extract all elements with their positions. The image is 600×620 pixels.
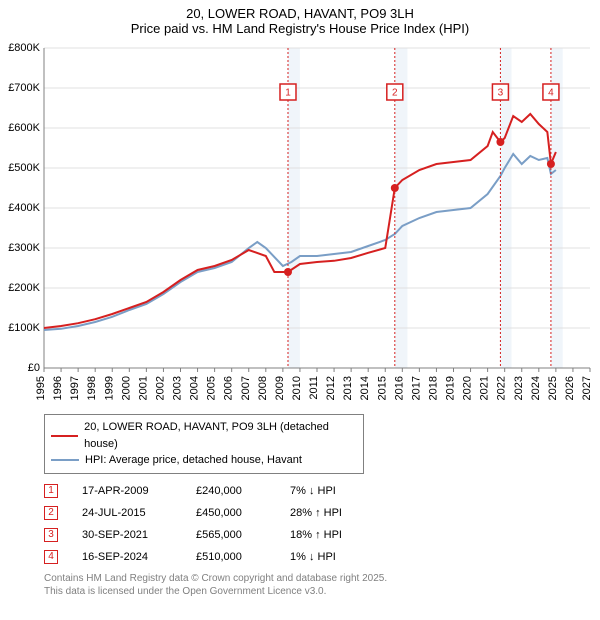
svg-text:1995: 1995	[35, 376, 47, 400]
marker-badge: 4	[44, 550, 58, 564]
svg-text:£800K: £800K	[8, 42, 40, 54]
table-row: 4 16-SEP-2024 £510,000 1% ↓ HPI	[44, 546, 590, 568]
svg-text:2026: 2026	[564, 376, 576, 400]
svg-text:2004: 2004	[189, 376, 201, 400]
footer-line: Contains HM Land Registry data © Crown c…	[44, 572, 590, 585]
svg-text:2002: 2002	[154, 376, 166, 400]
trans-price: £450,000	[196, 502, 266, 524]
svg-text:2009: 2009	[274, 376, 286, 400]
svg-text:2005: 2005	[206, 376, 218, 400]
transactions-table: 1 17-APR-2009 £240,000 7% ↓ HPI 2 24-JUL…	[44, 480, 590, 568]
svg-text:4: 4	[548, 88, 554, 99]
svg-text:2001: 2001	[137, 376, 149, 400]
title-address: 20, LOWER ROAD, HAVANT, PO9 3LH	[0, 6, 600, 21]
svg-text:2023: 2023	[513, 376, 525, 400]
chart-area: £0 £100K £200K £300K £400K £500K £600K £700K £80…	[0, 38, 600, 410]
svg-text:2000: 2000	[120, 376, 132, 400]
trans-diff: 28% ↑ HPI	[290, 502, 370, 524]
legend-swatch	[51, 435, 78, 437]
svg-text:2022: 2022	[496, 376, 508, 400]
trans-price: £240,000	[196, 480, 266, 502]
legend-swatch	[51, 459, 79, 461]
svg-text:2018: 2018	[427, 376, 439, 400]
marker-badge: 1	[44, 484, 58, 498]
legend-label: 20, LOWER ROAD, HAVANT, PO9 3LH (detache…	[84, 419, 357, 452]
footer: Contains HM Land Registry data © Crown c…	[44, 572, 590, 598]
svg-text:2017: 2017	[410, 376, 422, 400]
trans-date: 30-SEP-2021	[82, 524, 172, 546]
marker-badge: 2	[44, 506, 58, 520]
svg-text:1997: 1997	[69, 376, 81, 400]
svg-text:2020: 2020	[462, 376, 474, 400]
marker-badge: 3	[44, 528, 58, 542]
svg-text:1999: 1999	[103, 376, 115, 400]
svg-text:2006: 2006	[223, 376, 235, 400]
svg-text:2016: 2016	[393, 376, 405, 400]
svg-text:3: 3	[498, 88, 504, 99]
svg-text:2007: 2007	[240, 376, 252, 400]
title-subtitle: Price paid vs. HM Land Registry's House …	[0, 21, 600, 36]
svg-text:£500K: £500K	[8, 162, 40, 174]
svg-text:2012: 2012	[325, 376, 337, 400]
table-row: 1 17-APR-2009 £240,000 7% ↓ HPI	[44, 480, 590, 502]
chart-container: 20, LOWER ROAD, HAVANT, PO9 3LH Price pa…	[0, 0, 600, 620]
table-row: 2 24-JUL-2015 £450,000 28% ↑ HPI	[44, 502, 590, 524]
svg-text:£0: £0	[28, 362, 40, 374]
trans-date: 16-SEP-2024	[82, 546, 172, 568]
svg-text:2025: 2025	[547, 376, 559, 400]
svg-text:£400K: £400K	[8, 202, 40, 214]
trans-price: £510,000	[196, 546, 266, 568]
svg-text:2014: 2014	[359, 376, 371, 400]
legend: 20, LOWER ROAD, HAVANT, PO9 3LH (detache…	[44, 414, 364, 474]
svg-text:2021: 2021	[479, 376, 491, 400]
trans-date: 24-JUL-2015	[82, 502, 172, 524]
svg-text:1996: 1996	[52, 376, 64, 400]
svg-text:2011: 2011	[308, 376, 320, 400]
svg-text:1: 1	[285, 88, 291, 99]
svg-text:2027: 2027	[581, 376, 593, 400]
svg-text:2015: 2015	[376, 376, 388, 400]
svg-text:1998: 1998	[86, 376, 98, 400]
svg-text:2008: 2008	[257, 376, 269, 400]
legend-item: 20, LOWER ROAD, HAVANT, PO9 3LH (detache…	[51, 419, 357, 452]
svg-text:£100K: £100K	[8, 322, 40, 334]
svg-text:2019: 2019	[445, 376, 457, 400]
svg-text:£700K: £700K	[8, 82, 40, 94]
title-block: 20, LOWER ROAD, HAVANT, PO9 3LH Price pa…	[0, 0, 600, 38]
svg-text:2010: 2010	[291, 376, 303, 400]
trans-diff: 1% ↓ HPI	[290, 546, 370, 568]
legend-item: HPI: Average price, detached house, Hava…	[51, 452, 357, 469]
table-row: 3 30-SEP-2021 £565,000 18% ↑ HPI	[44, 524, 590, 546]
legend-label: HPI: Average price, detached house, Hava…	[85, 452, 302, 469]
svg-text:2024: 2024	[530, 376, 542, 400]
svg-text:£200K: £200K	[8, 282, 40, 294]
svg-text:£600K: £600K	[8, 122, 40, 134]
svg-text:2013: 2013	[342, 376, 354, 400]
trans-diff: 18% ↑ HPI	[290, 524, 370, 546]
footer-line: This data is licensed under the Open Gov…	[44, 585, 590, 598]
svg-text:2: 2	[392, 88, 398, 99]
svg-text:£300K: £300K	[8, 242, 40, 254]
trans-diff: 7% ↓ HPI	[290, 480, 370, 502]
svg-text:2003: 2003	[172, 376, 184, 400]
trans-price: £565,000	[196, 524, 266, 546]
chart-svg: £0 £100K £200K £300K £400K £500K £600K £700K £80…	[0, 38, 600, 410]
trans-date: 17-APR-2009	[82, 480, 172, 502]
